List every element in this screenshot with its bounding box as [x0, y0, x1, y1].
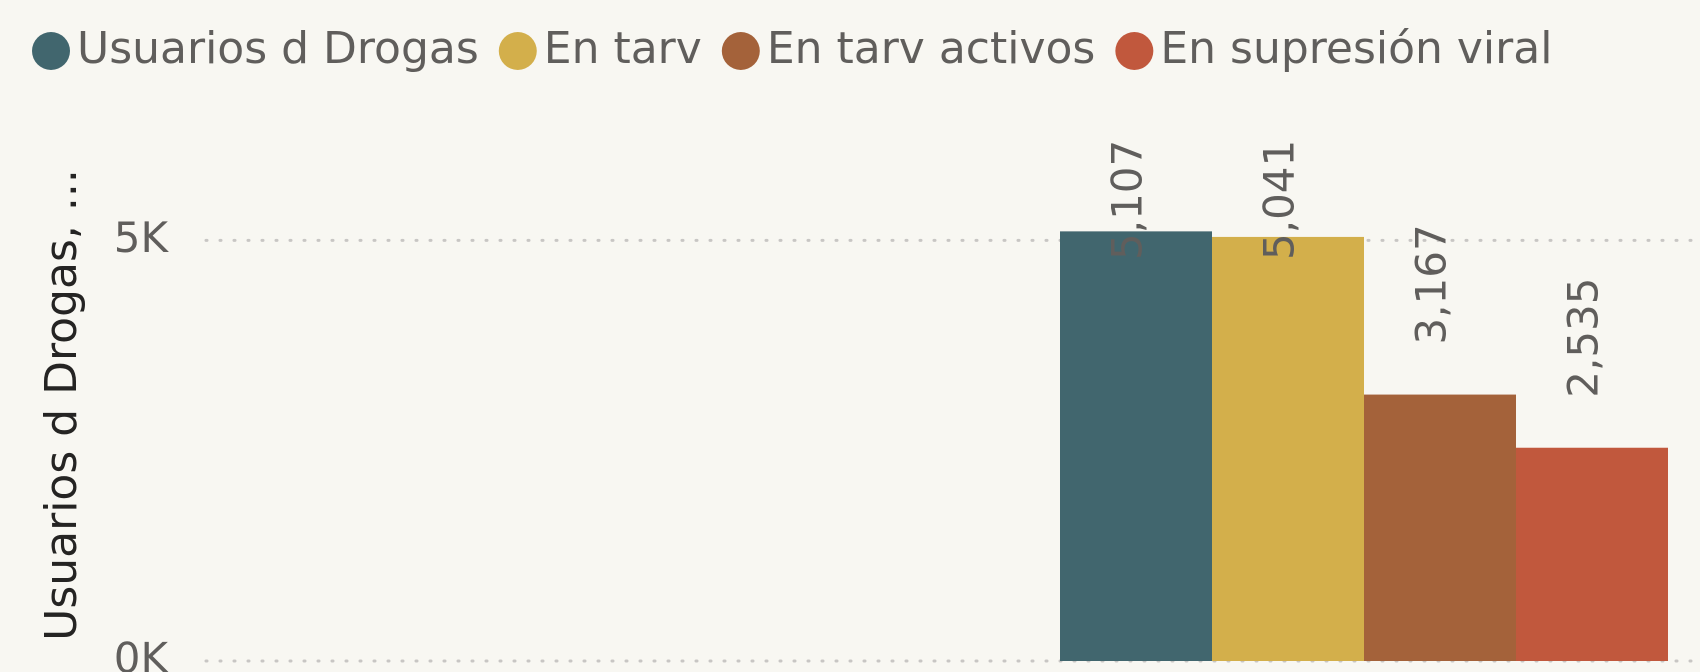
- legend-label: En tarv: [544, 23, 702, 74]
- y-axis-title: Usuarios d Drogas, ...: [36, 169, 87, 641]
- bar: [1060, 231, 1212, 661]
- data-label: 5,107: [1103, 140, 1152, 260]
- legend-label: En supresión viral: [1160, 23, 1552, 74]
- y-tick-label: 5K: [114, 213, 170, 262]
- legend-marker: [32, 32, 70, 70]
- bar: [1212, 236, 1364, 661]
- bar: [1364, 394, 1516, 661]
- legend-label: En tarv activos: [767, 23, 1096, 74]
- data-label: 5,041: [1255, 140, 1304, 260]
- y-tick-label: 0K: [114, 634, 170, 672]
- data-label: 3,167: [1407, 224, 1456, 344]
- data-label: 2,535: [1559, 277, 1608, 397]
- legend-marker: [1115, 32, 1154, 70]
- bar: [1516, 447, 1668, 661]
- legend-marker: [721, 32, 760, 70]
- legend-marker: [498, 32, 537, 70]
- legend-label: Usuarios d Drogas: [77, 23, 479, 74]
